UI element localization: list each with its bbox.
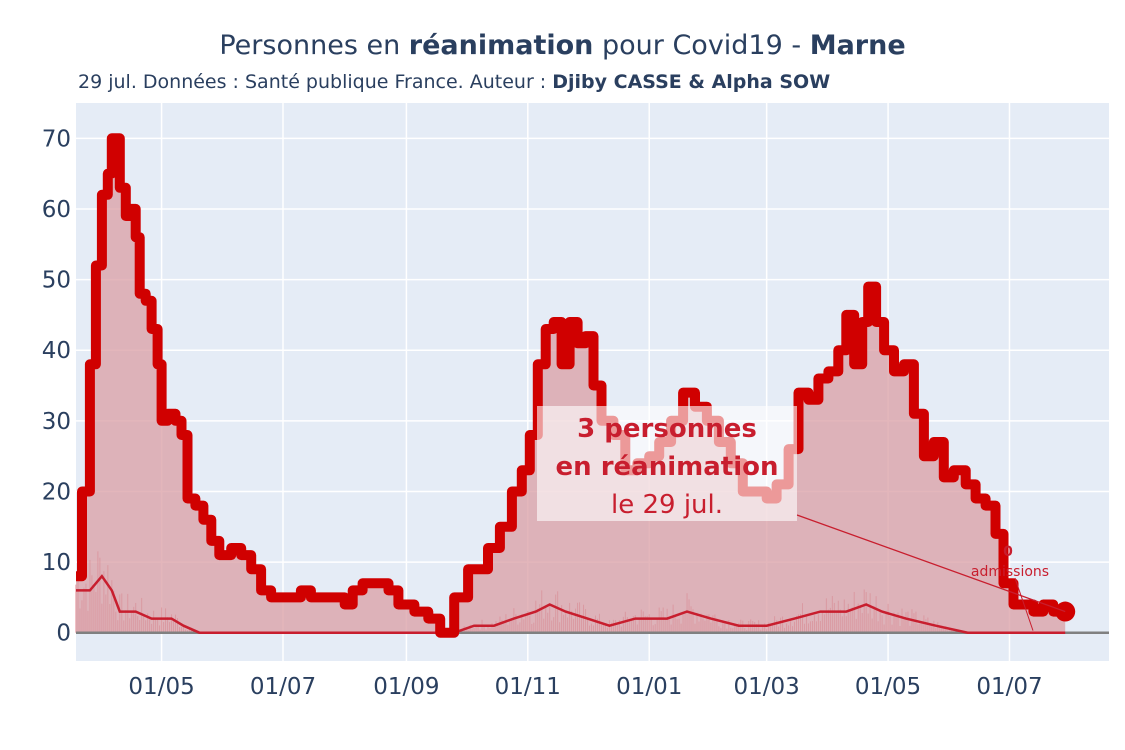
admissions-value: 0: [1003, 544, 1013, 560]
admissions-line: [76, 574, 1066, 634]
admissions-arrow: [1014, 577, 1034, 631]
y-axis-ticks: 0 10 20 30 40 50 60 70: [42, 126, 71, 646]
annotation-line-1: 3 personnes: [577, 414, 757, 444]
title-part-1: Personnes en: [219, 30, 409, 61]
chart-title: Personnes en réanimation pour Covid19 - …: [0, 30, 1125, 61]
y-tick-label: 30: [42, 409, 71, 435]
annotation-box: [537, 406, 797, 521]
title-region: Marne: [809, 30, 906, 61]
x-tick-label: 01/01: [616, 674, 682, 700]
chart-subtitle: 29 jul. Données : Santé publique France.…: [78, 71, 830, 93]
subtitle-authors: Djiby CASSE & Alpha SOW: [552, 71, 831, 93]
x-axis-ticks: 01/05 01/07 01/09 01/11 01/01 01/03 01/05 01/07: [128, 674, 1042, 700]
y-tick-label: 0: [56, 621, 71, 647]
subtitle-source: 29 jul. Données : Santé publique France.…: [78, 71, 553, 93]
y-tick-label: 60: [42, 197, 71, 223]
reanimation-line: [76, 133, 1066, 638]
y-tick-label: 70: [42, 126, 71, 152]
admissions-label: admissions: [971, 564, 1049, 580]
y-tick-label: 40: [42, 338, 71, 364]
annotation-line-2: en réanimation: [556, 452, 779, 482]
y-tick-label: 50: [42, 268, 71, 294]
x-tick-label: 01/11: [495, 674, 561, 700]
x-tick-label: 01/03: [734, 674, 800, 700]
title-emphasis: réanimation: [408, 30, 594, 61]
y-tick-label: 10: [42, 550, 71, 576]
x-tick-label: 01/05: [128, 674, 194, 700]
reanimation-area: [76, 138, 1066, 633]
x-tick-label: 01/09: [373, 674, 439, 700]
title-part-2: pour Covid19 -: [593, 30, 810, 61]
y-tick-label: 20: [42, 479, 71, 505]
x-tick-label: 01/05: [855, 674, 921, 700]
x-tick-label: 01/07: [976, 674, 1042, 700]
x-tick-label: 01/07: [250, 674, 316, 700]
annotation-line-3: le 29 jul.: [611, 490, 723, 520]
